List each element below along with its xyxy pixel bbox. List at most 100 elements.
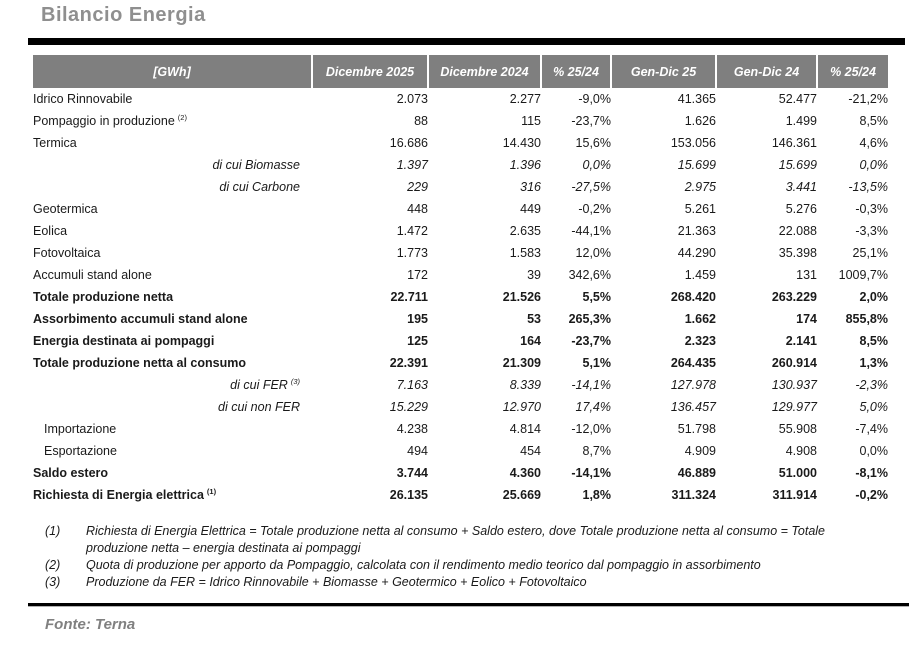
column-header: % 25/24 [816,55,888,88]
row-label-text: Importazione [44,422,117,436]
value-cell: 0,0% [859,444,889,458]
value-cell: 130.937 [771,378,817,392]
row-label-text: Energia destinata ai pompaggi [33,334,215,348]
row-label-text: Pompaggio in produzione [33,114,175,128]
value-cell: 21.309 [502,356,541,370]
value-cell: -14,1% [571,378,611,392]
row-label: di cui Carbone [33,176,312,198]
table-row: Totale produzione netta 22.711 21.526 5,5% 2… [33,286,888,308]
value-cell: 25.669 [502,488,541,502]
value-cell: 52.477 [778,92,817,106]
energy-balance-table: [GWh] Dicembre 2025 Dicembre 2024% 25/24 Ge… [33,55,888,506]
column-header: Gen-Dic 24 [715,55,817,88]
row-label-text: Termica [33,136,77,150]
table-row: Pompaggio in produzione (2) 88 115 -23,7% 1.6… [33,110,888,132]
value-cell: -14,1% [571,466,611,480]
table-row: Eolica 1.472 2.635 -44,1% 21.363 22.088 -3,3% [33,220,888,242]
value-cell: 1.459 [684,268,716,282]
value-cell: -2,3% [855,378,888,392]
value-cell: 229 [407,180,428,194]
table-body: Idrico Rinnovabile 2.073 2.277 -9,0% 41.365 5… [33,88,888,506]
value-cell: 16.686 [389,136,428,150]
value-cell: 5,5% [582,290,612,304]
value-cell: 2.635 [509,224,541,238]
value-cell: -12,0% [571,422,611,436]
table-row: Accumuli stand alone 172 39 342,6% 1.459 131 1… [33,264,888,286]
value-cell: 39 [527,268,541,282]
column-header: [GWh] [33,55,312,88]
value-cell: 22.088 [778,224,817,238]
value-cell: 494 [407,444,428,458]
footnote: (2) Quota di produzione per apporto da Po… [45,557,855,574]
value-cell: 5.276 [785,202,817,216]
value-cell: -7,4% [855,422,888,436]
value-cell: 53 [527,312,541,326]
row-label: Geotermica [33,198,312,220]
value-cell: -3,3% [855,224,888,238]
value-cell: 35.398 [778,246,817,260]
value-cell: 8.339 [509,378,541,392]
value-cell: -0,2% [855,488,888,502]
table-row: Termica 16.686 14.430 15,6% 153.056 146.361 4,… [33,132,888,154]
value-cell: 164 [520,334,541,348]
row-label: Assorbimento accumuli stand alone [33,308,312,330]
row-label: Richiesta di Energia elettrica (1) [33,484,312,506]
value-cell: 136.457 [670,400,716,414]
row-label-text: Eolica [33,224,68,238]
row-label-text: di cui FER [230,378,288,392]
value-cell: 2.277 [509,92,541,106]
row-label: Eolica [33,220,312,242]
value-cell: 265,3% [568,312,611,326]
value-cell: 22.391 [389,356,428,370]
row-label: Energia destinata ai pompaggi [33,330,312,352]
footnote-number: (3) [45,575,61,589]
value-cell: 264.435 [670,356,716,370]
value-cell: 1.626 [684,114,716,128]
value-cell: 1009,7% [838,268,888,282]
value-cell: -13,5% [848,180,888,194]
value-cell: 2.323 [684,334,716,348]
footnote-ref: (2) [177,112,187,122]
value-cell: 0,0% [582,158,612,172]
value-cell: 22.711 [390,290,428,304]
table-row: Fotovoltaica 1.773 1.583 12,0% 44.290 35.398 2… [33,242,888,264]
value-cell: 8,7% [582,444,612,458]
value-cell: 316 [520,180,541,194]
value-cell: 260.914 [771,356,817,370]
value-cell: -9,0% [578,92,611,106]
value-cell: 7.163 [396,378,428,392]
row-label: Pompaggio in produzione (2) [33,110,312,132]
value-cell: 15.699 [677,158,716,172]
value-cell: -23,7% [571,114,611,128]
value-cell: 1,3% [859,356,889,370]
value-cell: 0,0% [859,158,889,172]
value-cell: 15.699 [778,158,817,172]
row-label-text: Idrico Rinnovabile [33,92,133,106]
table-row: Saldo estero 3.744 4.360 -14,1% 46.889 51.000… [33,462,888,484]
footnote: (1) Richiesta di Energia Elettrica = Tota… [45,523,855,557]
value-cell: 172 [407,268,428,282]
row-label-text: Esportazione [44,444,117,458]
value-cell: 4.909 [684,444,716,458]
value-cell: 41.365 [677,92,716,106]
value-cell: 4.814 [509,422,541,436]
value-cell: 1.499 [785,114,817,128]
value-cell: -8,1% [855,466,888,480]
value-cell: 88 [414,114,428,128]
value-cell: 21.363 [677,224,716,238]
value-cell: 51.798 [677,422,716,436]
value-cell: 2.975 [684,180,716,194]
value-cell: 44.290 [677,246,716,260]
value-cell: -21,2% [848,92,888,106]
column-header: % 25/24 [540,55,611,88]
value-cell: 4.238 [396,422,428,436]
value-cell: 1.662 [684,312,716,326]
row-label-text: Fotovoltaica [33,246,101,260]
value-cell: 146.361 [771,136,817,150]
footnote-text: Richiesta di Energia Elettrica = Totale … [86,524,826,555]
value-cell: -0,3% [855,202,888,216]
value-cell: 195 [407,312,428,326]
row-label-text: di cui Carbone [219,180,300,194]
row-label: di cui non FER [33,396,312,418]
value-cell: 174 [796,312,817,326]
